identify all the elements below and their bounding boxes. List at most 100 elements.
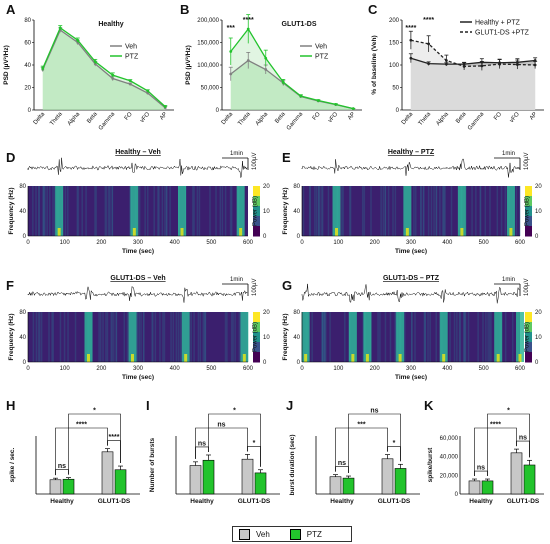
spectrogram-noise [487, 312, 489, 362]
spectrogram-noise [198, 186, 201, 236]
spectrogram-noise [471, 186, 473, 236]
spectrogram-burst [332, 186, 341, 236]
spectrogram-burst [178, 186, 186, 236]
spectrogram-noise [324, 312, 327, 362]
spec-y-tick: 80 [293, 310, 300, 316]
spec-y-tick: 40 [293, 335, 300, 341]
spectrogram-noise [427, 186, 430, 236]
eeg-trace [27, 157, 248, 178]
significance-label: **** [423, 17, 434, 24]
data-point [498, 62, 502, 66]
spectrogram-burst [439, 312, 448, 362]
spectrogram-noise [209, 186, 211, 236]
spectrogram-noise [229, 186, 232, 236]
spectrogram-burst [84, 312, 93, 362]
bar-veh [189, 465, 202, 495]
bar-veh [510, 452, 523, 495]
spectrogram-noise [413, 186, 415, 236]
bar-ptz [254, 472, 267, 495]
y-tick-label: 50,000 [201, 86, 220, 92]
spectrogram-noise [429, 312, 431, 362]
spectrogram-noise [362, 312, 364, 362]
spec-x-label: Time (sec) [122, 374, 154, 381]
y-tick-label: 200 [389, 18, 400, 24]
healthy-bracket [474, 470, 488, 477]
spectrogram-noise [115, 312, 118, 362]
spectrogram-noise [63, 312, 66, 362]
spectrogram-noise [443, 186, 445, 236]
data-point [515, 63, 519, 66]
colorbar-segment [253, 186, 260, 197]
trace-title: GLUT1-DS – Veh [110, 275, 165, 282]
healthy-bracket-label: ns [58, 463, 66, 470]
spec-y-tick: 0 [23, 360, 27, 366]
spectrogram-noise [192, 186, 194, 236]
colorbar-segment [525, 196, 532, 207]
panel-label-f: F [6, 278, 14, 293]
spec-x-tick: 200 [370, 366, 381, 372]
bar-legend: Veh PTZ [232, 526, 352, 542]
spectrogram-noise [433, 186, 435, 236]
spectrogram-noise [193, 312, 195, 362]
spectrogram-noise [219, 186, 222, 236]
colorbar-segment [253, 216, 260, 227]
series-line-0 [410, 57, 536, 65]
bar-veh [101, 451, 114, 495]
spectrogram-noise [423, 312, 426, 362]
spectrogram-noise [317, 186, 320, 236]
spectrogram-noise [221, 186, 224, 236]
panel-label-g: G [282, 278, 293, 293]
spec-x-tick: 200 [370, 240, 381, 246]
spectrogram-noise [104, 186, 107, 236]
spectrogram-noise [95, 186, 97, 236]
spec-x-tick: 0 [300, 240, 304, 246]
colorbar-segment [253, 196, 260, 207]
spectrogram-noise [35, 312, 38, 362]
y-tick-label: 0 [28, 108, 32, 114]
spectrogram-noise [204, 312, 207, 362]
group-label: Healthy [50, 498, 74, 505]
x-tick-label: vFO [327, 111, 339, 124]
spectrogram-noise [161, 186, 164, 236]
colorbar-segment [253, 206, 260, 217]
psd-glut1-chart: 0 50,000 100,000 150,000 200,000 Delta Theta Al… [185, 14, 362, 132]
series-line-1 [42, 26, 166, 108]
data-point [299, 94, 303, 98]
spectrogram-noise [179, 312, 182, 362]
spectrogram-noise [169, 186, 171, 236]
spectrogram-noise [349, 186, 351, 236]
spectrogram-noise [99, 312, 102, 362]
data-point [409, 56, 413, 60]
data-point [146, 89, 150, 93]
colorbar-segment [525, 342, 532, 353]
spec-x-tick: 300 [133, 366, 144, 372]
data-point [229, 50, 233, 53]
spectrogram-noise [53, 186, 56, 236]
spectrogram-noise [420, 186, 422, 236]
spectrogram-noise [496, 186, 499, 236]
colorbar-segment [525, 226, 532, 237]
spectrogram-noise [143, 312, 145, 362]
spectrogram-noise [153, 186, 155, 236]
spec-y-tick: 80 [19, 310, 26, 316]
spectrogram-burst [128, 312, 137, 362]
spectrogram-noise [152, 312, 154, 362]
panel-label-b: B [180, 2, 190, 17]
legend-label-1: PTZ [125, 54, 139, 61]
significance-label: **** [243, 17, 254, 24]
ptz-bracket-label: * [93, 408, 96, 415]
colorbar-segment [525, 322, 532, 333]
spectrogram-noise [477, 312, 479, 362]
spectrogram-noise [384, 186, 387, 236]
ptz-bracket [208, 413, 261, 467]
spectrogram-noise [42, 186, 45, 236]
colorbar-segment [525, 352, 532, 363]
spec-x-tick: 100 [333, 366, 344, 372]
panel-label-a: A [6, 2, 16, 17]
colorbar-tick: 0 [263, 234, 267, 240]
spectrogram-noise [420, 186, 422, 236]
spectrogram-noise [111, 186, 114, 236]
